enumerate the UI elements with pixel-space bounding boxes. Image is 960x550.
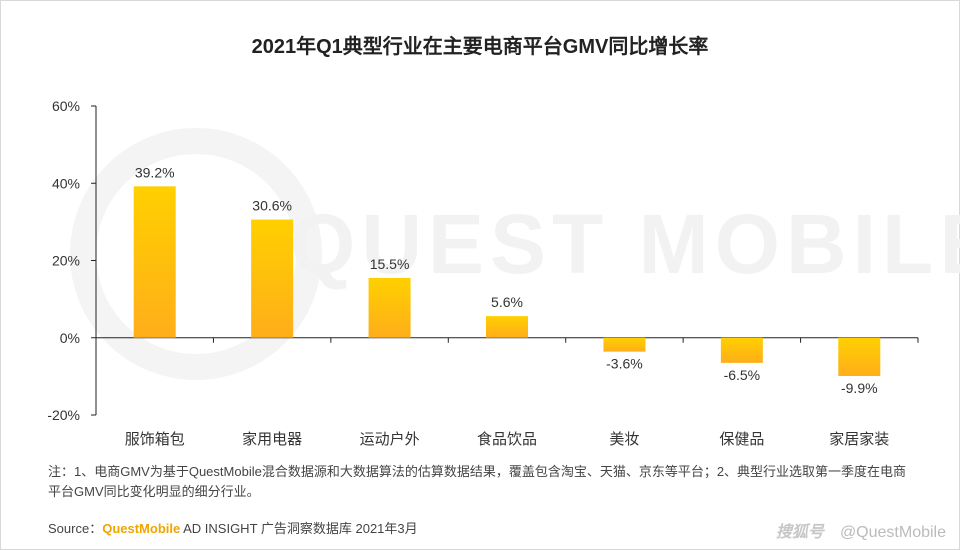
y-tick-label: -20% (47, 407, 80, 423)
category-label: 服饰箱包 (125, 430, 185, 448)
bar (838, 337, 881, 376)
bar (603, 337, 646, 352)
bar (133, 186, 176, 338)
bar (720, 337, 763, 363)
data-label: -3.6% (606, 356, 643, 372)
source-suffix: AD INSIGHT 广告洞察数据库 2021年3月 (180, 521, 418, 536)
data-label: 30.6% (252, 198, 292, 214)
category-label: 运动户外 (360, 430, 420, 448)
y-tick-label: 60% (52, 98, 80, 114)
bar (251, 219, 294, 338)
chart-title: 2021年Q1典型行业在主要电商平台GMV同比增长率 (251, 36, 709, 58)
category-label: 保健品 (719, 430, 764, 448)
data-label: -9.9% (841, 380, 878, 396)
footnote: 注：1、电商GMV为基于QuestMobile混合数据源和大数据算法的估算数据结… (48, 464, 907, 499)
bar (486, 316, 528, 338)
data-label: 5.6% (491, 294, 523, 310)
bar (368, 277, 411, 338)
category-label: 家用电器 (242, 430, 302, 448)
source-prefix: Source： (48, 521, 103, 536)
data-label: -6.5% (724, 367, 761, 383)
source-line: Source：QuestMobile AD INSIGHT 广告洞察数据库 20… (48, 518, 418, 537)
category-label: 食品饮品 (477, 430, 537, 448)
footer-attribution: 搜狐号 @QuestMobile (776, 518, 946, 542)
y-tick-label: 0% (60, 330, 80, 346)
category-label: 家居家装 (829, 430, 889, 448)
y-tick-label: 20% (52, 253, 80, 269)
sohu-logo: 搜狐号 (775, 524, 824, 541)
data-label: 39.2% (135, 164, 175, 180)
watermark-text: QUEST MOBILE (290, 197, 960, 291)
data-label: 15.5% (370, 256, 410, 272)
y-tick-label: 40% (52, 175, 80, 191)
footer-handle: @QuestMobile (839, 524, 946, 541)
source-brand: QuestMobile (102, 521, 181, 536)
category-label: 美妆 (609, 430, 639, 448)
